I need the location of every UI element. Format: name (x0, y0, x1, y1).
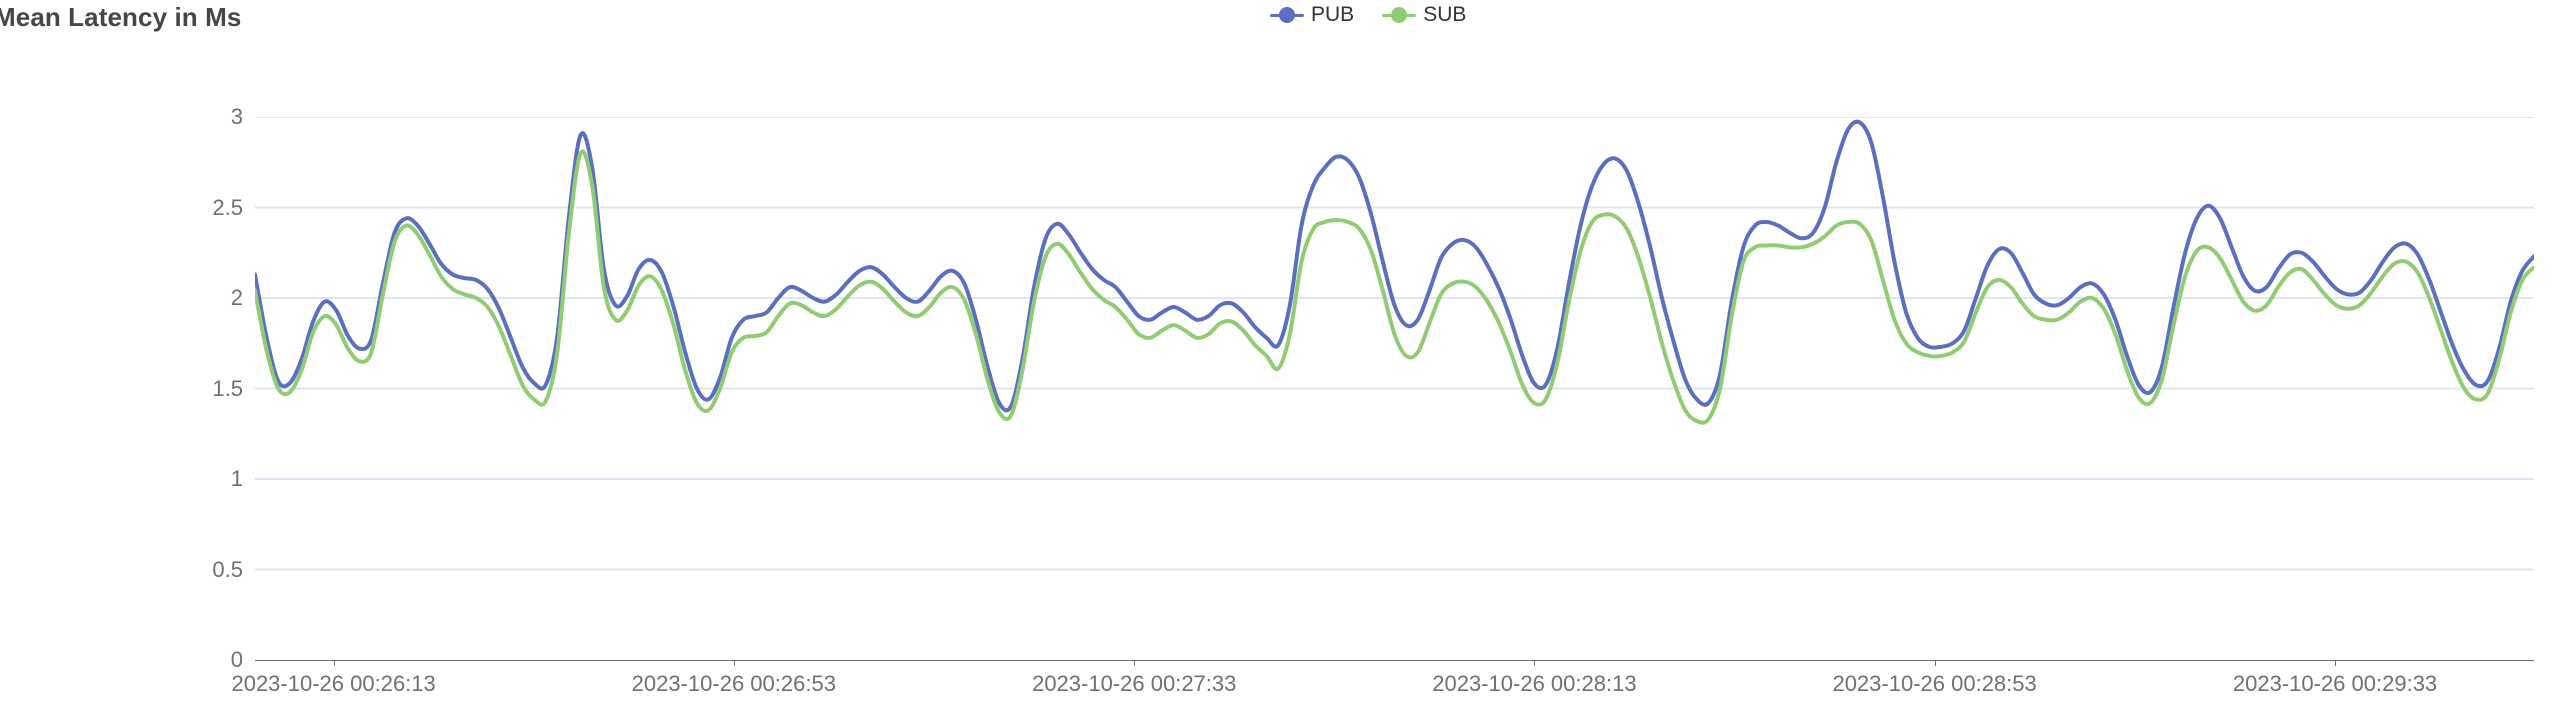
y-axis-tick-label: 1 (230, 466, 243, 491)
legend-item-pub[interactable]: PUB (1270, 3, 1354, 27)
y-axis-tick-label: 3 (230, 104, 243, 129)
chart-title: Mean Latency in Ms (0, 2, 242, 32)
x-axis-tick (333, 660, 335, 666)
series-lines (255, 119, 2534, 425)
plot-area (255, 117, 2534, 660)
series-line-sub (255, 149, 2534, 425)
x-axis-line (255, 660, 2534, 661)
y-axis-tick-label: 1.5 (212, 375, 243, 401)
chart-legend: PUB SUB (1270, 2, 1466, 28)
x-axis-tick-label: 2023-10-26 00:27:33 (1032, 671, 1237, 696)
x-axis-tick-label: 2023-10-26 00:28:13 (1432, 671, 1637, 696)
x-axis-tick (1134, 660, 1136, 666)
y-axis-tick-label: 2 (230, 285, 243, 310)
legend-marker-sub-icon (1382, 5, 1417, 25)
y-axis-tick-label: 0.5 (212, 556, 243, 582)
y-axis-tick-label: 2.5 (212, 194, 243, 220)
legend-dot-pub-icon (1279, 7, 1295, 23)
series-line-pub (255, 119, 2534, 413)
x-axis-tick (2335, 660, 2337, 666)
x-axis-tick-label: 2023-10-26 00:26:13 (231, 671, 436, 696)
x-axis-tick (733, 660, 735, 666)
legend-label-sub: SUB (1423, 3, 1467, 26)
x-axis-tick-label: 2023-10-26 00:29:33 (2232, 671, 2438, 696)
legend-marker-pub-icon (1270, 5, 1304, 25)
y-axis-labels: 0 0.5 1 1.5 2 2.5 3 (0, 0, 243, 706)
x-axis-tick-label: 2023-10-26 00:26:53 (631, 671, 836, 696)
legend-dot-sub-icon (1391, 7, 1408, 23)
x-axis-tick-label: 2023-10-26 00:28:53 (1832, 671, 2037, 696)
legend-item-sub[interactable]: SUB (1382, 3, 1466, 27)
chart-svg (255, 117, 2534, 571)
y-axis-tick-label: 0 (230, 647, 243, 672)
x-axis-tick (1534, 660, 1536, 666)
legend-label-pub: PUB (1311, 3, 1355, 26)
x-axis-tick (1934, 660, 1936, 666)
